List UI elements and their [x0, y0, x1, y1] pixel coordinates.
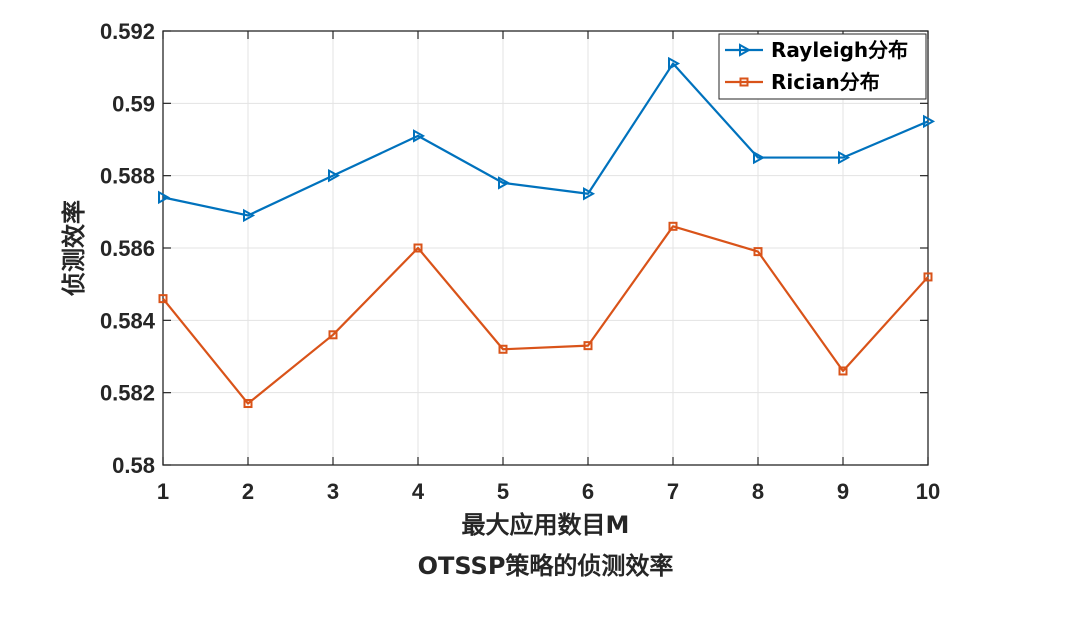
data-point	[328, 330, 338, 340]
data-point	[739, 77, 749, 87]
series-Rician分布	[158, 221, 933, 409]
data-point	[583, 187, 596, 201]
legend: Rayleigh分布 Rician分布	[718, 33, 927, 100]
axis-ticks: 1 2 3 4 5 6 7 8 9 10 0.58 0.582 0.584 0.586 0.588 0.59 0…	[100, 19, 940, 504]
series-line	[162, 225, 929, 405]
x-tick-label: 7	[667, 479, 679, 504]
data-point	[753, 150, 766, 165]
data-point	[838, 366, 848, 376]
data-point	[838, 150, 851, 165]
data-point	[668, 221, 678, 231]
data-point	[413, 243, 423, 253]
data-point	[583, 341, 593, 351]
data-point	[243, 208, 256, 223]
y-axis-label: 侦测效率	[60, 200, 88, 296]
data-point	[498, 344, 508, 354]
data-point	[328, 168, 341, 183]
series-line	[162, 62, 929, 217]
y-tick-label: 0.582	[100, 381, 155, 406]
data-point	[158, 294, 168, 304]
y-tick-label: 0.59	[112, 91, 155, 116]
x-tick-label: 8	[752, 479, 764, 504]
data-point	[668, 56, 681, 71]
series-Rayleigh分布	[158, 56, 936, 223]
legend-item: Rician分布	[725, 70, 880, 94]
x-tick-label: 9	[837, 479, 849, 504]
data-point	[739, 43, 752, 57]
x-tick-label: 2	[242, 479, 254, 504]
legend-label: Rician分布	[771, 70, 880, 94]
x-tick-label: 1	[157, 479, 169, 504]
data-point	[243, 399, 253, 409]
x-tick-label: 5	[497, 479, 509, 504]
chart-title: OTSSP策略的侦测效率	[418, 552, 674, 580]
legend-box	[718, 33, 927, 100]
x-tick-label: 4	[412, 479, 425, 504]
x-tick-label: 10	[916, 479, 940, 504]
y-tick-label: 0.584	[100, 308, 156, 333]
y-tick-label: 0.592	[100, 19, 155, 44]
legend-item: Rayleigh分布	[725, 38, 908, 62]
x-tick-label: 6	[582, 479, 594, 504]
data-point	[158, 190, 171, 205]
y-tick-label: 0.586	[100, 236, 155, 261]
y-tick-label: 0.58	[112, 453, 155, 478]
data-point	[923, 272, 933, 282]
data-point	[413, 129, 426, 143]
data-point	[498, 176, 511, 190]
series-group	[158, 56, 936, 409]
x-tick-label: 3	[327, 479, 339, 504]
legend-label: Rayleigh分布	[771, 38, 908, 62]
x-axis-label: 最大应用数目M	[462, 511, 630, 539]
data-point	[923, 114, 936, 129]
data-point	[753, 247, 763, 257]
y-tick-label: 0.588	[100, 164, 155, 189]
